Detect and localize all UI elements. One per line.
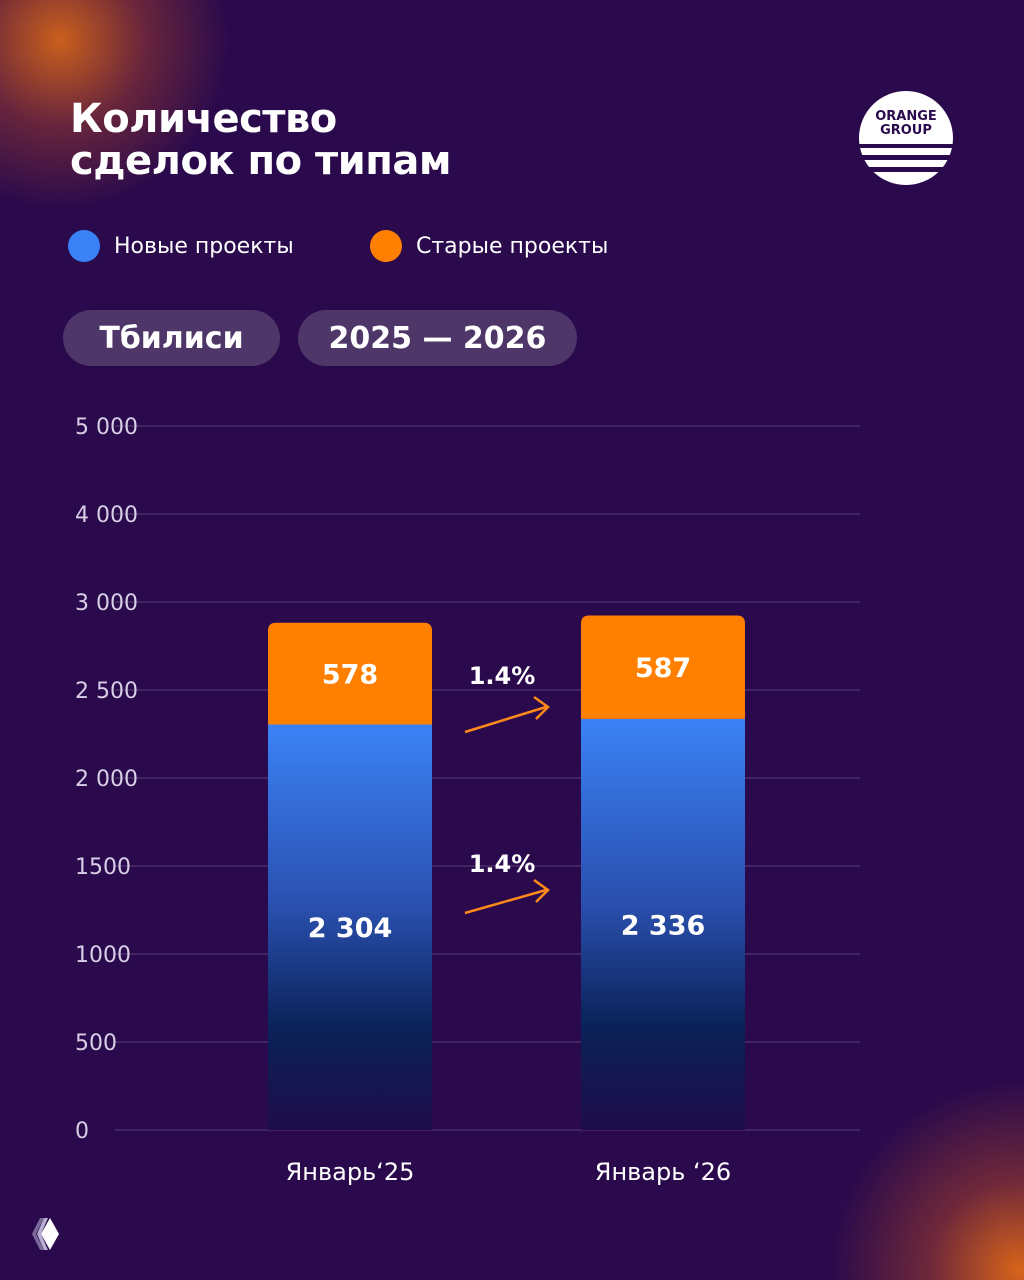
legend-item-new: Новые проекты xyxy=(68,230,294,262)
growth-arrow-icon xyxy=(464,888,547,915)
y-tick-label: 2 000 xyxy=(75,767,138,792)
data-label-old: 587 xyxy=(635,653,691,684)
y-tick-label: 1500 xyxy=(75,855,131,880)
y-tick-label: 0 xyxy=(75,1119,89,1144)
x-tick-label: Январь ‘26 xyxy=(595,1158,731,1186)
data-label-old: 578 xyxy=(322,660,378,691)
y-tick-label: 500 xyxy=(75,1031,117,1056)
period-filter[interactable]: 2025 — 2026 xyxy=(298,310,577,366)
svg-text:ORANGE: ORANGE xyxy=(875,109,937,124)
city-filter[interactable]: Тбилиси xyxy=(63,310,280,366)
bar-old-projects xyxy=(268,622,432,725)
growth-arrow-icon xyxy=(464,705,547,734)
y-tick-label: 5 000 xyxy=(75,415,138,440)
y-tick-label: 1000 xyxy=(75,943,131,968)
orange-group-logo: ORANGE GROUP xyxy=(859,91,953,185)
legend-swatch xyxy=(370,230,402,262)
chart-title: Количество сделок по типам xyxy=(70,96,452,184)
y-tick-label: 2 500 xyxy=(75,679,138,704)
x-tick-label: Январь‘25 xyxy=(286,1158,415,1186)
legend-item-old: Старые проекты xyxy=(370,230,608,262)
title-line: сделок по типам xyxy=(70,138,452,184)
y-tick-label: 4 000 xyxy=(75,503,138,528)
y-tick-label: 3 000 xyxy=(75,591,138,616)
data-label-new: 2 304 xyxy=(308,913,393,944)
growth-annotation: 1.4% xyxy=(469,850,536,878)
legend-label: Старые проекты xyxy=(416,233,609,259)
growth-annotation: 1.4% xyxy=(469,662,536,690)
bar-new-projects xyxy=(581,718,745,1130)
legend-label: Новые проекты xyxy=(114,233,294,259)
data-label-new: 2 336 xyxy=(621,910,706,941)
title-line: Количество xyxy=(70,96,337,142)
arrow-head-icon xyxy=(533,878,550,903)
svg-text:GROUP: GROUP xyxy=(880,123,932,138)
brand-mark-icon xyxy=(32,1218,59,1250)
bar-new-projects xyxy=(268,724,432,1130)
arrow-head-icon xyxy=(533,695,550,720)
bar-old-projects xyxy=(581,615,745,719)
legend-swatch xyxy=(68,230,100,262)
